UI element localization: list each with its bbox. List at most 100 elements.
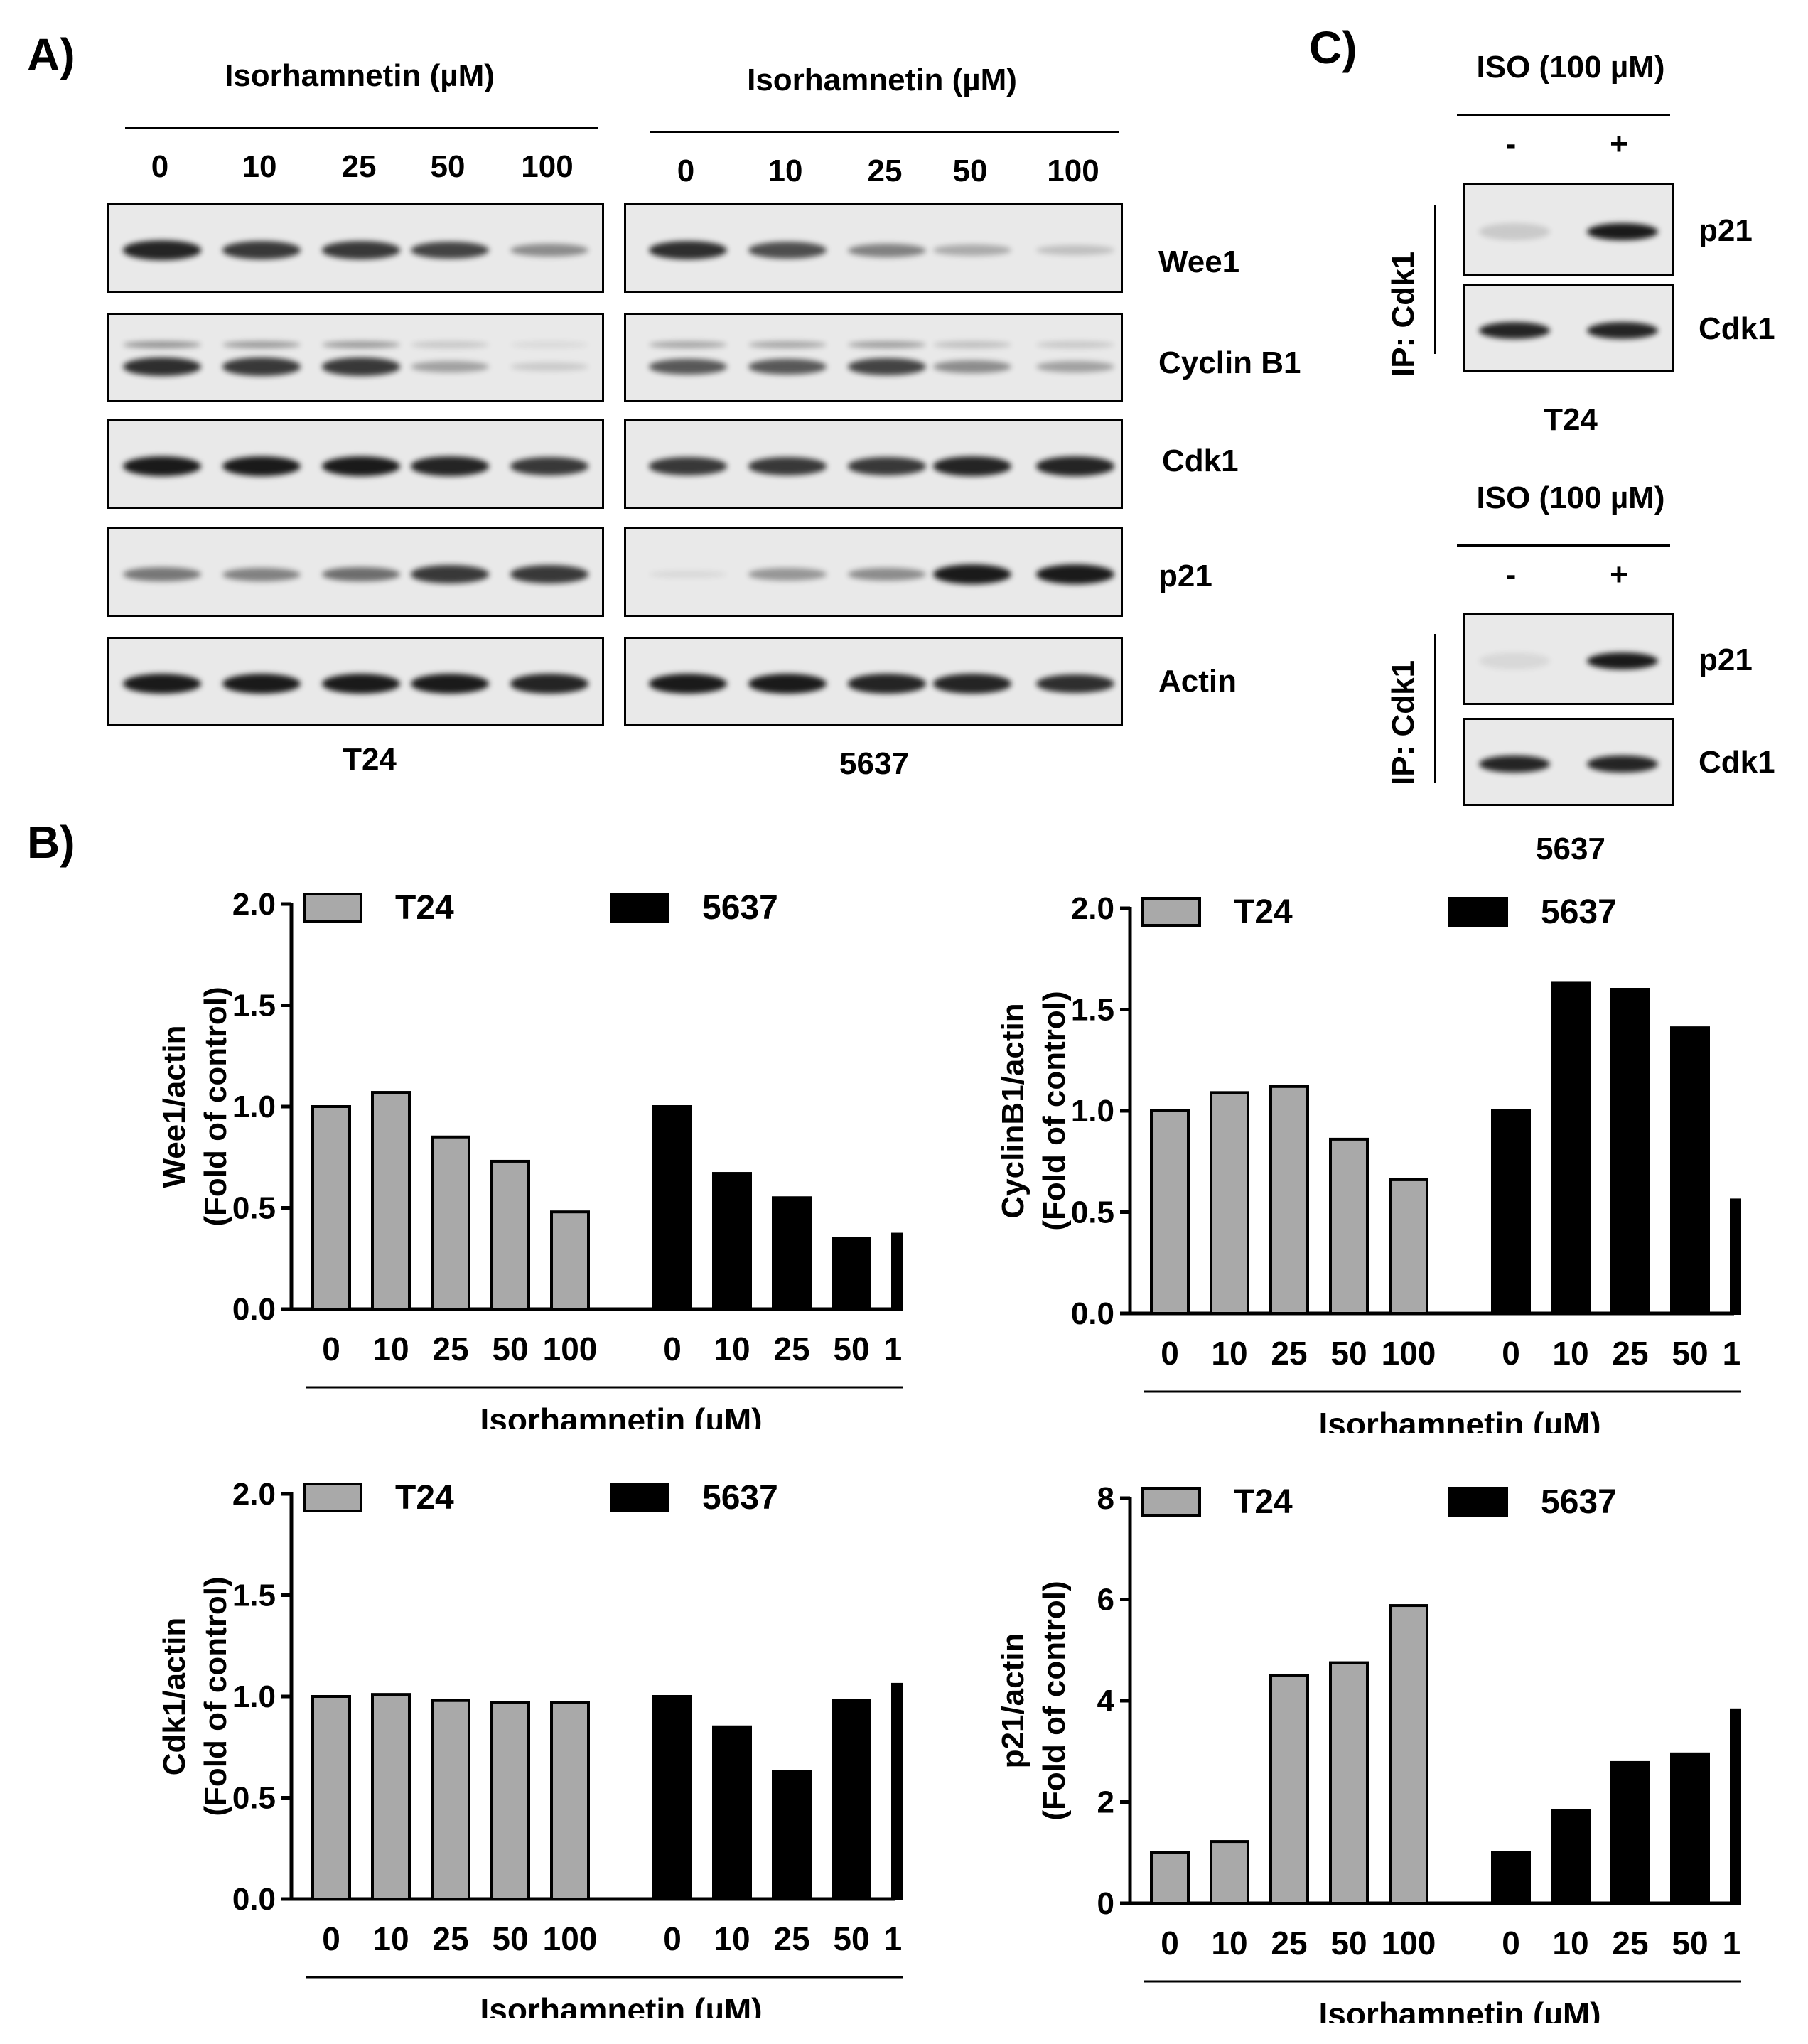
- protein-label-cdk1: Cdk1: [1162, 443, 1239, 478]
- x-tick-label: 0: [663, 1330, 682, 1367]
- x-tick-label: 10: [372, 1920, 409, 1957]
- panel-c-T24-rule: [1457, 114, 1670, 116]
- t24-band-wee1-25: [322, 241, 400, 259]
- x-tick-label: 50: [492, 1920, 528, 1957]
- panel-c-T24-band-p21-plus: [1587, 223, 1658, 240]
- c5637-band-cdk1-0: [649, 457, 727, 475]
- bar-5637-100: [1730, 1708, 1770, 1905]
- c5637-blot-p21: [624, 527, 1123, 617]
- panel-c-T24-header: ISO (100 µM): [1476, 50, 1665, 85]
- x-axis-label: Isorhamnetin (µM): [480, 1991, 762, 2018]
- bar-T24-25: [1269, 1085, 1309, 1315]
- t24-band-cyclinb1-upper-25: [322, 341, 400, 348]
- y-tick-label: 4: [1097, 1684, 1115, 1718]
- t24-band-cdk1-0: [123, 456, 201, 476]
- y-tick-label: 1.5: [232, 1578, 276, 1613]
- x-tick-label: 50: [833, 1920, 869, 1957]
- panel-c-5637-sign-minus: -: [1505, 557, 1517, 592]
- x-tick-label: 0: [663, 1920, 682, 1957]
- chart-svg-3: 0 2 4 6 8 0 10 25 50 100 0 10 25 50 100 Isorhamnetin (µ…: [996, 1481, 1777, 2033]
- t24-band-cyclin-b1-10: [222, 357, 301, 376]
- c5637-band-actin-0: [649, 674, 727, 694]
- bar-5637-10: [712, 1172, 752, 1311]
- t24-band-actin-10: [222, 674, 301, 694]
- bar-5637-100: [1730, 1198, 1770, 1315]
- panel-c-5637-band-cdk1-plus: [1587, 755, 1658, 773]
- legend-label-5637: 5637: [702, 889, 778, 927]
- y-tick-label: 1.0: [1071, 1094, 1114, 1129]
- c5637-band-cdk1-10: [748, 457, 827, 475]
- panel-c-T24-label-cdk1: Cdk1: [1699, 311, 1775, 346]
- t24-band-p21-10: [222, 567, 301, 581]
- y-tick-label: 0.5: [232, 1781, 276, 1816]
- x-tick-label: 10: [1552, 1925, 1588, 1962]
- t24-band-cyclinb1-upper-0: [123, 341, 201, 348]
- t24-band-cyclin-b1-50: [411, 360, 489, 373]
- panel-c-T24-band-cdk1-plus: [1587, 322, 1658, 339]
- c5637-band-actin-100: [1036, 674, 1114, 694]
- panel-a-header-t24: Isorhamnetin (µM): [225, 58, 495, 93]
- panel-c-5637-sign-plus: +: [1610, 557, 1628, 592]
- panel-c-T24-band-cdk1-minus: [1479, 322, 1550, 339]
- c5637-blot-cyclin-b1: [624, 313, 1123, 402]
- cell-line-5637: 5637: [839, 746, 909, 781]
- panel-c-T24-ip-label: IP: Cdk1: [1386, 251, 1421, 377]
- panel-c-5637-cell-label: 5637: [1536, 832, 1605, 866]
- bar-T24-0: [311, 1695, 351, 1900]
- panel-c-5637-band-cdk1-minus: [1479, 755, 1550, 773]
- chart-0-wee1-actin: 0.0 0.5 1.0 1.5 2.0 0 10 25 50 100 0 10 25 50 100 Isorh…: [121, 874, 938, 1438]
- bar-5637-10: [1551, 1809, 1591, 1905]
- protein-label-p21: p21: [1158, 559, 1212, 593]
- bar-T24-10: [371, 1091, 411, 1311]
- panel-c-5637-band-p21-plus: [1587, 652, 1658, 669]
- t24-blot-cdk1: [107, 419, 604, 509]
- c5637-band-actin-50: [933, 674, 1011, 694]
- y-axis-label-line2: (Fold of control): [1037, 1581, 1072, 1820]
- bar-T24-10: [1210, 1091, 1249, 1315]
- bar-T24-25: [1269, 1674, 1309, 1905]
- c5637-band-wee1-10: [748, 242, 827, 259]
- t24-band-actin-25: [322, 674, 400, 694]
- panel-c-T24-label-p21: p21: [1699, 213, 1753, 248]
- c5637-band-actin-10: [748, 674, 827, 694]
- bar-T24-0: [1150, 1109, 1190, 1315]
- bar-5637-0: [652, 1105, 692, 1311]
- y-tick-label: 2: [1097, 1785, 1114, 1820]
- bar-5637-50: [1670, 1026, 1710, 1315]
- panel-a-header-5637: Isorhamnetin (µM): [747, 63, 1017, 97]
- bar-T24-10: [1210, 1840, 1249, 1905]
- x-tick-label: 50: [833, 1330, 869, 1367]
- t24-band-cdk1-50: [411, 456, 489, 476]
- legend-label-5637: 5637: [1541, 893, 1617, 931]
- y-tick-label: 0.5: [232, 1191, 276, 1226]
- chart-svg-2: 0.0 0.5 1.0 1.5 2.0 0 10 25 50 100 0 10 25 50 100 Isorh…: [157, 1477, 938, 2028]
- bar-T24-0: [311, 1105, 351, 1311]
- c5637-band-cyclin-b1-100: [1036, 360, 1114, 373]
- x-tick-label: 0: [1161, 1335, 1179, 1372]
- legend-label-5637: 5637: [1541, 1483, 1617, 1521]
- c5637-band-wee1-100: [1036, 245, 1114, 255]
- legend-swatch-T24: [1141, 1487, 1201, 1517]
- y-tick-label: 6: [1097, 1583, 1114, 1618]
- x-tick-label: 50: [1672, 1925, 1708, 1962]
- legend-swatch-T24: [1141, 897, 1201, 927]
- x-tick-label: 10: [1211, 1925, 1247, 1962]
- legend-label-T24: T24: [1234, 1483, 1293, 1521]
- x-tick-label: 50: [1330, 1335, 1367, 1372]
- x-axis-label: Isorhamnetin (µM): [1318, 1406, 1600, 1433]
- panel-c-T24-cell-label: T24: [1544, 402, 1598, 437]
- c5637-band-cyclinb1-upper-50: [933, 341, 1011, 348]
- y-tick-label: 1.5: [1071, 993, 1114, 1028]
- x-tick-label: 100: [543, 1330, 598, 1367]
- y-tick-label: 1.5: [232, 989, 276, 1023]
- panel-c-5637-label-p21: p21: [1699, 642, 1753, 677]
- y-axis-label-line2: (Fold of control): [1037, 991, 1072, 1230]
- x-tick-label: 100: [884, 1330, 903, 1367]
- t24-band-cyclinb1-upper-100: [510, 341, 588, 348]
- chart-svg-0: 0.0 0.5 1.0 1.5 2.0 0 10 25 50 100 0 10 25 50 100 Isorh…: [157, 887, 938, 1438]
- bar-T24-100: [550, 1701, 590, 1900]
- c5637-band-wee1-25: [848, 243, 926, 257]
- bar-T24-25: [431, 1135, 470, 1311]
- t24-conc-0: 0: [151, 149, 169, 184]
- cell-line-t24: T24: [343, 742, 397, 777]
